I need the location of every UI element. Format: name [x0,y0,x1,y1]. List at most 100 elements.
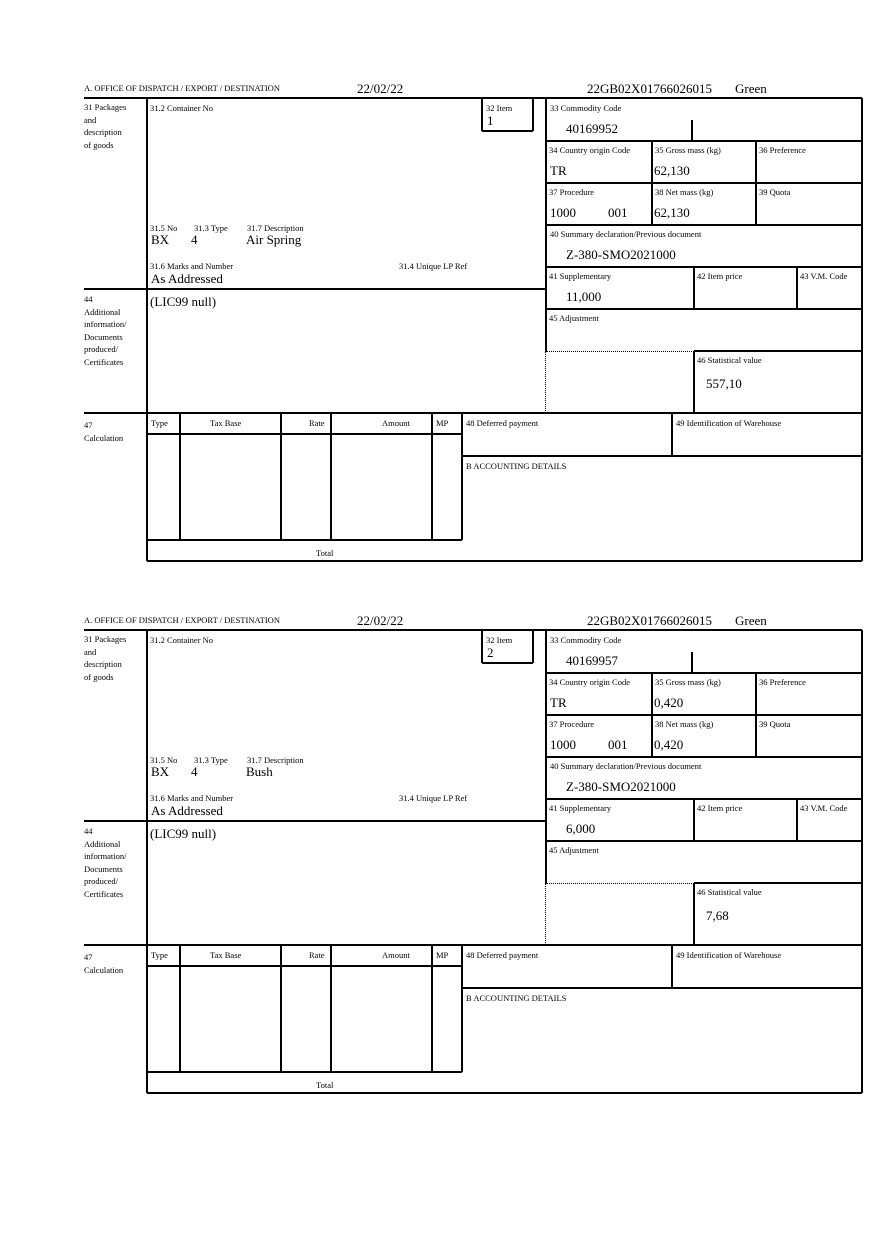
adjustment-label: 45 Adjustment [549,313,599,323]
declaration-form-item: A. OFFICE OF DISPATCH / EXPORT / DESTINA… [0,612,882,1112]
total-label: Total [316,1080,334,1090]
rule-line [330,945,332,1072]
calc-type-header: Type [151,950,168,960]
gross-mass-value: 0,420 [654,695,684,710]
gross-mass-label: 35 Gross mass (kg) [655,145,721,155]
rule-line [461,945,463,1072]
description-value: Air Spring [246,232,302,247]
statistical-value-label: 46 Statistical value [697,887,762,897]
rule-line [546,182,862,184]
marks-label: 31.6 Marks and Number [150,793,234,803]
rule-line [694,882,862,884]
package-no-label: 31.5 No [150,755,178,765]
rule-line [546,308,862,310]
calc-tax-base-header: Tax Base [210,950,242,960]
calc-tax-base-header: Tax Base [210,418,242,428]
additional-info-value: (LIC99 null) [150,826,217,841]
container-no-label: 31.2 Container No [150,635,214,645]
package-kind-value: BX [151,764,170,779]
preference-label: 36 Preference [759,145,806,155]
rule-line [691,120,693,141]
warehouse-id-label: 49 Identification of Warehouse [676,950,782,960]
rule-line [532,98,534,131]
rule-line [861,98,863,561]
rule-line [179,413,181,540]
rule-line [546,140,862,142]
net-mass-label: 38 Net mass (kg) [655,719,714,729]
item-label: 32 Item [486,103,513,113]
commodity-code-value: 40169957 [566,653,618,668]
calc-rate-header: Rate [309,418,325,428]
summary-declaration-value: Z-380-SMO2021000 [566,247,676,262]
calc-mp-header: MP [436,950,449,960]
additional-info-label: 44 Additional information/ Documents pro… [84,294,127,367]
accounting-details-label: B ACCOUNTING DETAILS [466,993,567,1003]
rule-line [532,630,534,663]
accounting-details-label: B ACCOUNTING DETAILS [466,461,567,471]
declaration-form-item: A. OFFICE OF DISPATCH / EXPORT / DESTINA… [0,80,882,580]
calc-amount-header: Amount [382,950,410,960]
procedure-extra-value: 001 [608,205,628,220]
additional-info-label: 44 Additional information/ Documents pro… [84,826,127,899]
description-label: 31.7 Description [247,223,304,233]
summary-declaration-label: 40 Summary declaration/Previous document [550,229,702,239]
rule-line [84,288,546,290]
rule-line [796,799,798,841]
calc-type-header: Type [151,418,168,428]
package-kind-value: BX [151,232,170,247]
statistical-value: 557,10 [706,376,742,391]
supplementary-label: 41 Supplementary [549,803,612,813]
rule-line [84,97,862,99]
rule-line [147,433,462,435]
calc-amount-header: Amount [382,418,410,428]
rule-line [84,944,862,946]
statistical-value: 7,68 [706,908,729,923]
dotted-line [545,883,546,945]
rule-line [691,652,693,673]
item-price-label: 42 Item price [697,803,743,813]
calc-rate-header: Rate [309,950,325,960]
route-status: Green [735,81,767,96]
summary-declaration-value: Z-380-SMO2021000 [566,779,676,794]
deferred-payment-label: 48 Deferred payment [466,950,539,960]
rule-line [147,1092,862,1094]
office-header-label: A. OFFICE OF DISPATCH / EXPORT / DESTINA… [84,615,280,625]
net-mass-value: 0,420 [654,737,684,752]
item-number: 2 [487,645,494,660]
rule-line [481,98,483,131]
country-origin-value: TR [550,695,567,710]
rule-line [546,224,862,226]
calc-mp-header: MP [436,418,449,428]
rule-line [280,945,282,1072]
declaration-reference: 22GB02X01766026015 [587,613,712,628]
declaration-reference: 22GB02X01766026015 [587,81,712,96]
rule-line [651,141,653,225]
rule-line [546,266,862,268]
office-header-label: A. OFFICE OF DISPATCH / EXPORT / DESTINA… [84,83,280,93]
container-no-label: 31.2 Container No [150,103,214,113]
supplementary-value: 6,000 [566,821,596,836]
procedure-value: 1000 [550,737,576,752]
dotted-line [546,351,694,352]
deferred-payment-label: 48 Deferred payment [466,418,539,428]
procedure-label: 37 Procedure [549,719,595,729]
rule-line [330,413,332,540]
rule-line [146,98,148,561]
rule-line [546,756,862,758]
rule-line [796,267,798,309]
marks-label: 31.6 Marks and Number [150,261,234,271]
rule-line [693,799,695,841]
rule-line [147,560,862,562]
additional-info-value: (LIC99 null) [150,294,217,309]
marks-value: As Addressed [151,271,223,286]
package-count-value: 4 [191,764,198,779]
packages-label: 31 Packages and description of goods [84,634,127,682]
rule-line [146,630,148,1093]
commodity-code-label: 33 Commodity Code [550,103,622,113]
item-number: 1 [487,113,494,128]
rule-line [84,820,546,822]
calculation-label: 47 Calculation [84,420,124,443]
rule-line [147,539,462,541]
statistical-value-label: 46 Statistical value [697,355,762,365]
